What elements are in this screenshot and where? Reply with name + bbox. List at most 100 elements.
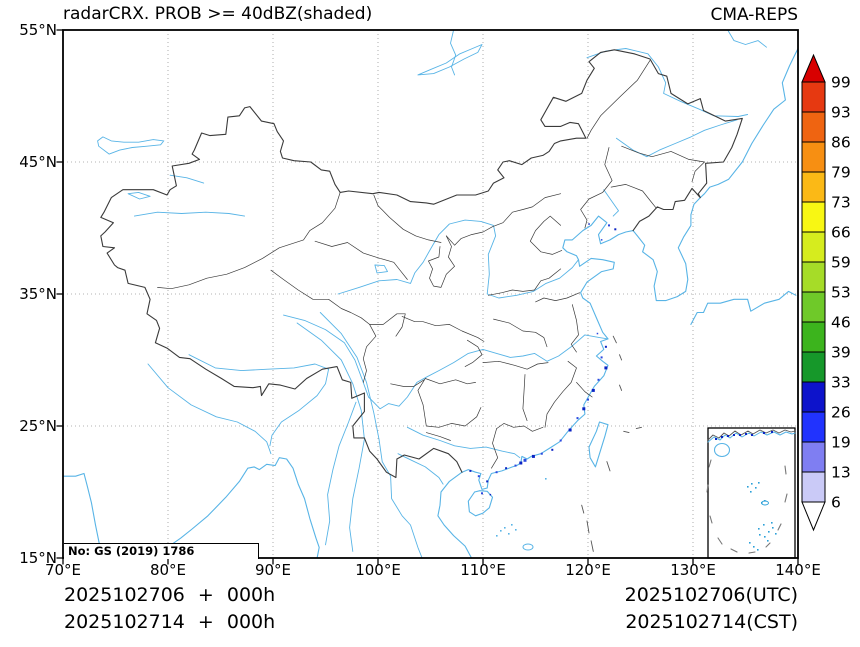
colorbar-segment [801,111,826,143]
probability-speck [514,464,517,467]
colorbar-segment [801,471,826,503]
river [450,29,457,76]
colorbar-tick-label: 26 [831,404,851,422]
probability-speck [495,471,498,474]
probability-speck [604,345,607,348]
probability-speck [608,224,610,227]
nine-dash-segment [708,459,712,468]
islet-dot [508,533,510,535]
probability-speck [604,366,608,370]
colorbar-tick-label: 59 [831,254,851,272]
inset-island-dot [768,531,770,533]
colorbar-segment [801,351,826,383]
probability-speck [587,398,589,401]
river [586,48,749,117]
inset-probability-speck [733,434,735,436]
province-border [493,318,548,348]
probability-speck [559,439,562,442]
china-map-canvas [56,29,799,565]
inset-island-dot [749,542,751,544]
inset-probability-speck [751,434,753,436]
province-border [464,339,483,367]
inset-island-dot [753,546,755,548]
inset-island-dot [767,540,769,542]
island-dash [635,426,642,430]
probability-speck [523,458,527,462]
inset-island-dot [763,524,765,526]
x-tick-label: 70°E [44,561,82,579]
colorbar-over-arrow [801,53,826,83]
x-tick-label: 130°E [670,561,716,579]
lake [374,264,388,274]
river [397,453,444,485]
province-border [482,360,549,370]
coastline [690,290,797,325]
footer-init-utc-left: 2025102706 + 000h [64,584,276,606]
colorbar-tick-label: 33 [831,374,851,392]
inset-coast-gray [707,429,796,441]
province-borders [157,60,705,469]
inset-probability-speck [771,431,773,433]
province-border [424,378,476,385]
island-dash [590,540,594,552]
probability-speck [489,493,492,496]
colorbar-tick-label: 93 [831,104,851,122]
coastline [632,197,701,302]
province-border [401,316,485,342]
nine-dash-segment [717,537,723,545]
colorbar-segment [801,81,826,113]
probability-speck [469,469,472,472]
colorbar-segment [801,231,826,263]
colorbar-segment [801,141,826,173]
islet-dot [515,529,517,531]
probability-speck [531,454,535,458]
nine-dash-segment [706,484,709,493]
province-border [610,184,657,209]
colorbar-segment [801,171,826,203]
river [296,322,365,552]
probability-speck [597,378,600,381]
nine-dash-segment [748,551,756,554]
province-border [586,60,651,139]
islet-dot [500,530,502,532]
map-license-note: No: GS (2019) 1786 [64,543,259,559]
probability-speck [591,388,595,392]
province-border [425,432,451,441]
probability-speck [614,228,617,231]
island-dash [581,504,585,514]
islet-dot [545,478,547,480]
probability-speck [576,417,579,420]
x-tick-label: 90°E [254,561,292,579]
river [188,354,330,447]
river [319,312,423,559]
islet-dot [504,527,506,529]
colorbar-tick-label: 66 [831,224,851,242]
colorbar-segment [801,381,826,413]
province-border [621,145,705,163]
river [283,314,609,410]
colorbar-tick-label: 99 [831,74,851,92]
province-border [529,215,563,255]
river [337,219,579,299]
province-border [270,269,377,383]
y-tick-label: 55°N [19,21,57,39]
colorbar-segment [801,291,826,323]
probability-speck [486,480,489,483]
y-tick-label: 15°N [19,549,57,567]
coastline [467,490,494,517]
rivers-and-coastlines [62,29,799,559]
province-border [522,374,528,422]
province-border [314,240,408,280]
province-border [390,379,425,387]
probability-speck [481,492,483,495]
inset-island-dot [755,487,757,489]
probability-speck [582,407,586,411]
island-dash [619,354,623,361]
province-border [691,161,705,183]
atoll-ring [522,543,534,551]
south-china-sea-inset [706,427,796,559]
probability-speck [596,332,599,335]
lake [127,191,151,200]
coastline [62,472,103,559]
coastline [588,421,609,468]
